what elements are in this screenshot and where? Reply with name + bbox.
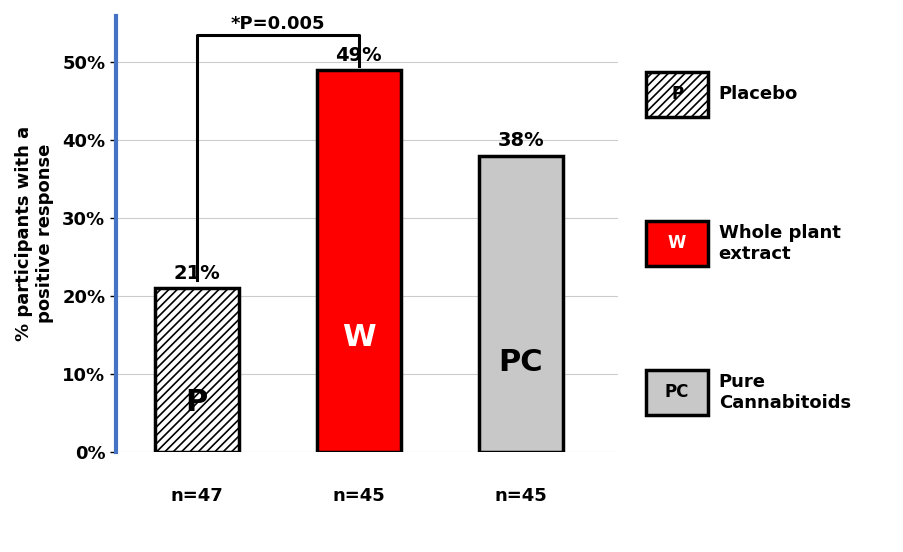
Text: W: W xyxy=(341,323,375,352)
Text: 49%: 49% xyxy=(335,46,382,65)
Text: 38%: 38% xyxy=(497,131,544,150)
Text: P: P xyxy=(185,388,208,417)
Text: n=45: n=45 xyxy=(494,487,546,505)
Text: Whole plant
extract: Whole plant extract xyxy=(718,224,840,263)
Text: n=47: n=47 xyxy=(170,487,223,505)
Bar xyxy=(154,288,238,452)
Bar xyxy=(316,70,400,452)
Text: Placebo: Placebo xyxy=(718,86,797,103)
Text: PC: PC xyxy=(498,348,543,378)
Text: PC: PC xyxy=(665,384,688,401)
Text: W: W xyxy=(667,235,685,252)
Text: *P=0.005: *P=0.005 xyxy=(230,15,324,34)
Text: 21%: 21% xyxy=(173,264,219,283)
Text: Pure
Cannabitoids: Pure Cannabitoids xyxy=(718,373,850,412)
Text: n=45: n=45 xyxy=(332,487,385,505)
Y-axis label: % participants with a
positive response: % participants with a positive response xyxy=(15,126,54,341)
Text: P: P xyxy=(670,86,683,103)
Bar xyxy=(478,156,562,452)
